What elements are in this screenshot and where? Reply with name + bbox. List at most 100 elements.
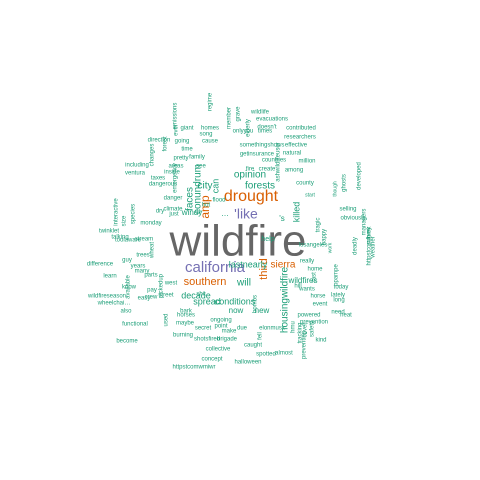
cloud-word-s: 's xyxy=(279,214,285,223)
cloud-word-also: also xyxy=(120,309,132,315)
cloud-word-fast: fast xyxy=(312,272,318,282)
cloud-word-effective: effective xyxy=(285,143,308,149)
cloud-word-pickedup: pickedup xyxy=(159,273,165,298)
cloud-word-shit: shit xyxy=(196,292,206,298)
cloud-word-elonmusk: elonmusk xyxy=(259,326,286,332)
cloud-word-spotted: spotted xyxy=(256,352,276,358)
cloud-word-need: need xyxy=(331,310,344,316)
cloud-word-see: see xyxy=(196,164,206,170)
cloud-word-california: california xyxy=(185,259,246,276)
cloud-word-southern: southern xyxy=(184,276,227,288)
cloud-word-selling: selling xyxy=(339,207,356,213)
cloud-word-crew: crew xyxy=(145,295,158,301)
cloud-word-caught: caught xyxy=(244,343,262,349)
cloud-word-county: county xyxy=(296,181,314,187)
cloud-word-help: help xyxy=(261,236,274,243)
cloud-word-many: many xyxy=(135,269,150,275)
cloud-word-httpstcorxfbmk: httpstcorxfbmk xyxy=(367,225,373,265)
cloud-word-time: time xyxy=(181,147,193,153)
cloud-word-emergency: emergency xyxy=(173,163,179,193)
cloud-word-ongoing: ongoing xyxy=(210,318,231,324)
cloud-word-survey: survey xyxy=(367,227,373,245)
cloud-word-onlyyou: onlyyou xyxy=(233,129,254,135)
cloud-word-doesn-t: doesn't xyxy=(257,125,276,131)
cloud-word-pretty: pretty xyxy=(173,156,188,162)
cloud-word-learn: learn xyxy=(103,274,116,280)
cloud-word-wildfireseason: wildfireseason xyxy=(87,294,126,300)
cloud-word-killed: killed xyxy=(291,202,301,223)
cloud-word-wants: wants xyxy=(298,287,315,293)
cloud-word-parts: parts xyxy=(144,273,157,279)
cloud-word-song: song xyxy=(199,132,212,138)
cloud-word-difference: difference xyxy=(87,262,114,268)
cloud-word-size: size xyxy=(122,215,128,226)
cloud-word-third: third xyxy=(258,258,270,279)
cloud-word-among: among xyxy=(285,168,303,174)
cloud-word-ventura: ventura xyxy=(125,171,146,177)
cloud-word-can: can xyxy=(210,179,220,194)
cloud-word-tracking: tracking xyxy=(298,322,304,343)
cloud-word-pay: pay xyxy=(147,288,157,294)
cloud-word-collective: collective xyxy=(206,347,231,353)
cloud-word-emissions: emissions xyxy=(173,103,179,130)
cloud-word-species: species xyxy=(131,204,137,224)
cloud-word-get: get xyxy=(240,152,249,158)
cloud-word-ghosts: ghosts xyxy=(342,174,348,192)
cloud-word-now: now xyxy=(229,306,244,315)
cloud-word-create: create xyxy=(259,167,276,173)
cloud-word-like: 'like xyxy=(234,206,258,222)
cloud-word-symbol: … xyxy=(221,209,229,218)
cloud-word-cause: cause xyxy=(202,139,219,145)
cloud-word-due: due xyxy=(237,326,248,332)
cloud-word-member: member xyxy=(227,107,233,129)
cloud-word-giant: giant xyxy=(180,126,193,132)
cloud-word-prevention: prevention xyxy=(300,320,328,326)
cloud-word-windy: windy xyxy=(181,208,202,217)
cloud-word-million: million xyxy=(298,159,315,165)
cloud-word-regime: regime xyxy=(208,92,214,111)
cloud-word-countries: countries xyxy=(262,158,286,164)
cloud-word-inside: inside xyxy=(164,170,180,176)
cloud-word-grave: grave xyxy=(236,106,242,122)
cloud-word-event: event xyxy=(313,302,328,308)
cloud-word-almost: almost xyxy=(275,351,293,357)
cloud-word-west: west xyxy=(164,281,178,287)
cloud-word-street: street xyxy=(158,293,173,299)
cloud-word-somethingshows: somethingshows xyxy=(240,143,285,149)
cloud-word-faces: faces xyxy=(185,187,196,211)
cloud-word-conundrum: conundrum xyxy=(193,164,204,214)
cloud-word-functional: functional xyxy=(122,322,148,328)
cloud-word-wheelchai: wheelchai… xyxy=(97,301,131,307)
cloud-word-hot: hot xyxy=(202,203,211,209)
cloud-word-tragic: tragic xyxy=(316,218,322,233)
cloud-word-long: long xyxy=(333,298,344,304)
cloud-word-kind: kind xyxy=(315,338,326,344)
cloud-word-city: city xyxy=(198,181,213,192)
cloud-word-obviously: obviously xyxy=(340,216,365,222)
cloud-word-safety: safety xyxy=(310,321,316,337)
cloud-word-fire: fire xyxy=(246,167,255,173)
cloud-word-work: work xyxy=(327,242,333,253)
cloud-word-horses: horses xyxy=(177,313,195,319)
cloud-word-bark: bark xyxy=(180,309,193,315)
cloud-word-toolaware: toolaware xyxy=(115,238,142,244)
cloud-word-bombs: bombs xyxy=(253,295,259,313)
cloud-word-start: start xyxy=(305,192,315,198)
cloud-word-powered: powered xyxy=(297,313,320,319)
cloud-word-elderly: elderly xyxy=(246,119,252,137)
cloud-word-contributed: contributed xyxy=(286,126,316,132)
cloud-word-researchers: researchers xyxy=(284,135,316,141)
cloud-word-halloween: halloween xyxy=(234,360,261,366)
cloud-word-home: home xyxy=(307,267,323,273)
cloud-word-wildfires: wildfires xyxy=(288,276,318,285)
cloud-word-weather: weather xyxy=(371,236,377,258)
cloud-word-hmu: hmu xyxy=(291,321,297,333)
cloud-word-dangerous: dangerous xyxy=(149,182,177,188)
cloud-word-opinion: opinion xyxy=(234,170,266,181)
cloud-word-changes: changes xyxy=(150,144,156,167)
cloud-word-danger: danger xyxy=(164,196,183,202)
cloud-word-cover: cover xyxy=(303,323,309,338)
cloud-word-easy: easy xyxy=(138,296,151,302)
cloud-word-ever: ever xyxy=(174,124,180,136)
cloud-word-areas: areas xyxy=(168,164,183,170)
